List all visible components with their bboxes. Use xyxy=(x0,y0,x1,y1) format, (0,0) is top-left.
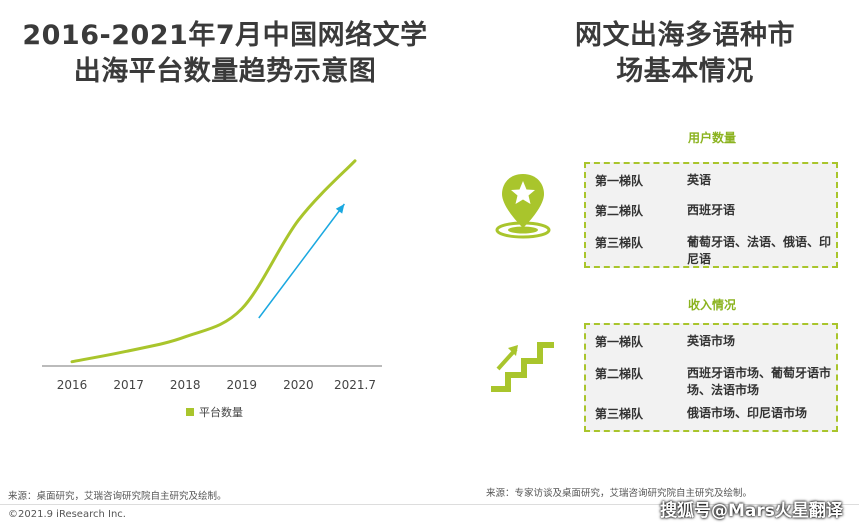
x-tick-label: 2020 xyxy=(283,378,314,392)
copyright: ©2021.9 iResearch Inc. xyxy=(8,509,126,520)
chart-legend: 平台数量 xyxy=(186,404,243,420)
x-tick-label: 2021.7 xyxy=(334,378,376,392)
tier-label: 第一梯队 xyxy=(595,174,644,188)
legend-swatch xyxy=(186,408,194,416)
chart-title: 2016-2021年7月中国网络文学 出海平台数量趋势示意图 xyxy=(0,18,450,90)
user-count-box: 第一梯队 英语 第二梯队 西班牙语 第三梯队 葡萄牙语、法语、俄语、印尼语 xyxy=(584,162,838,268)
x-tick-label: 2019 xyxy=(227,378,258,392)
tier-label: 第三梯队 xyxy=(595,407,644,421)
tier-value: 葡萄牙语、法语、俄语、印尼语 xyxy=(687,235,832,266)
tier-label: 第二梯队 xyxy=(595,367,644,381)
user-count-heading: 用户数量 xyxy=(687,131,736,145)
revenue-box: 第一梯队 英语市场 第二梯队 西班牙语市场、葡萄牙语市场、法语市场 第三梯队 俄… xyxy=(584,323,838,432)
tier-value: 西班牙语市场、葡萄牙语市场、法语市场 xyxy=(687,366,832,397)
footer-divider xyxy=(0,504,859,505)
line-chart: 2016 2017 2018 2019 2020 2021.7 xyxy=(42,159,382,392)
chart-title-line-1: 2016-2021年7月中国网络文学 xyxy=(22,20,428,51)
legend-label: 平台数量 xyxy=(199,406,243,419)
stairs-arrow-icon xyxy=(491,342,554,392)
trend-arrow-shaft xyxy=(258,203,345,319)
series-line xyxy=(70,159,357,364)
tier-value: 英语市场 xyxy=(687,334,736,348)
tier-value: 英语 xyxy=(687,173,712,187)
tier-label: 第一梯队 xyxy=(595,335,644,349)
location-star-icon xyxy=(495,174,551,239)
tier-value: 西班牙语 xyxy=(687,203,736,217)
tier-value: 俄语市场、印尼语市场 xyxy=(687,406,808,420)
tier-label: 第二梯队 xyxy=(595,204,644,218)
market-title-line-1: 网文出海多语种市 xyxy=(575,20,795,51)
tier-label: 第三梯队 xyxy=(595,236,644,250)
source-note-left: 来源：桌面研究，艾瑞咨询研究院自主研究及绘制。 xyxy=(8,491,227,502)
source-note-right: 来源：专家访谈及桌面研究，艾瑞咨询研究院自主研究及绘制。 xyxy=(486,488,753,499)
market-title: 网文出海多语种市 场基本情况 xyxy=(535,18,835,90)
market-title-line-2: 场基本情况 xyxy=(616,56,754,87)
x-tick-label: 2017 xyxy=(113,378,144,392)
x-tick-label: 2018 xyxy=(170,378,201,392)
x-tick-label: 2016 xyxy=(57,378,88,392)
chart-title-line-2: 出海平台数量趋势示意图 xyxy=(73,56,377,87)
trend-arrow-head xyxy=(335,204,345,214)
revenue-heading: 收入情况 xyxy=(687,298,736,312)
watermark: 搜狐号@Mars火星翻译 xyxy=(660,501,843,521)
